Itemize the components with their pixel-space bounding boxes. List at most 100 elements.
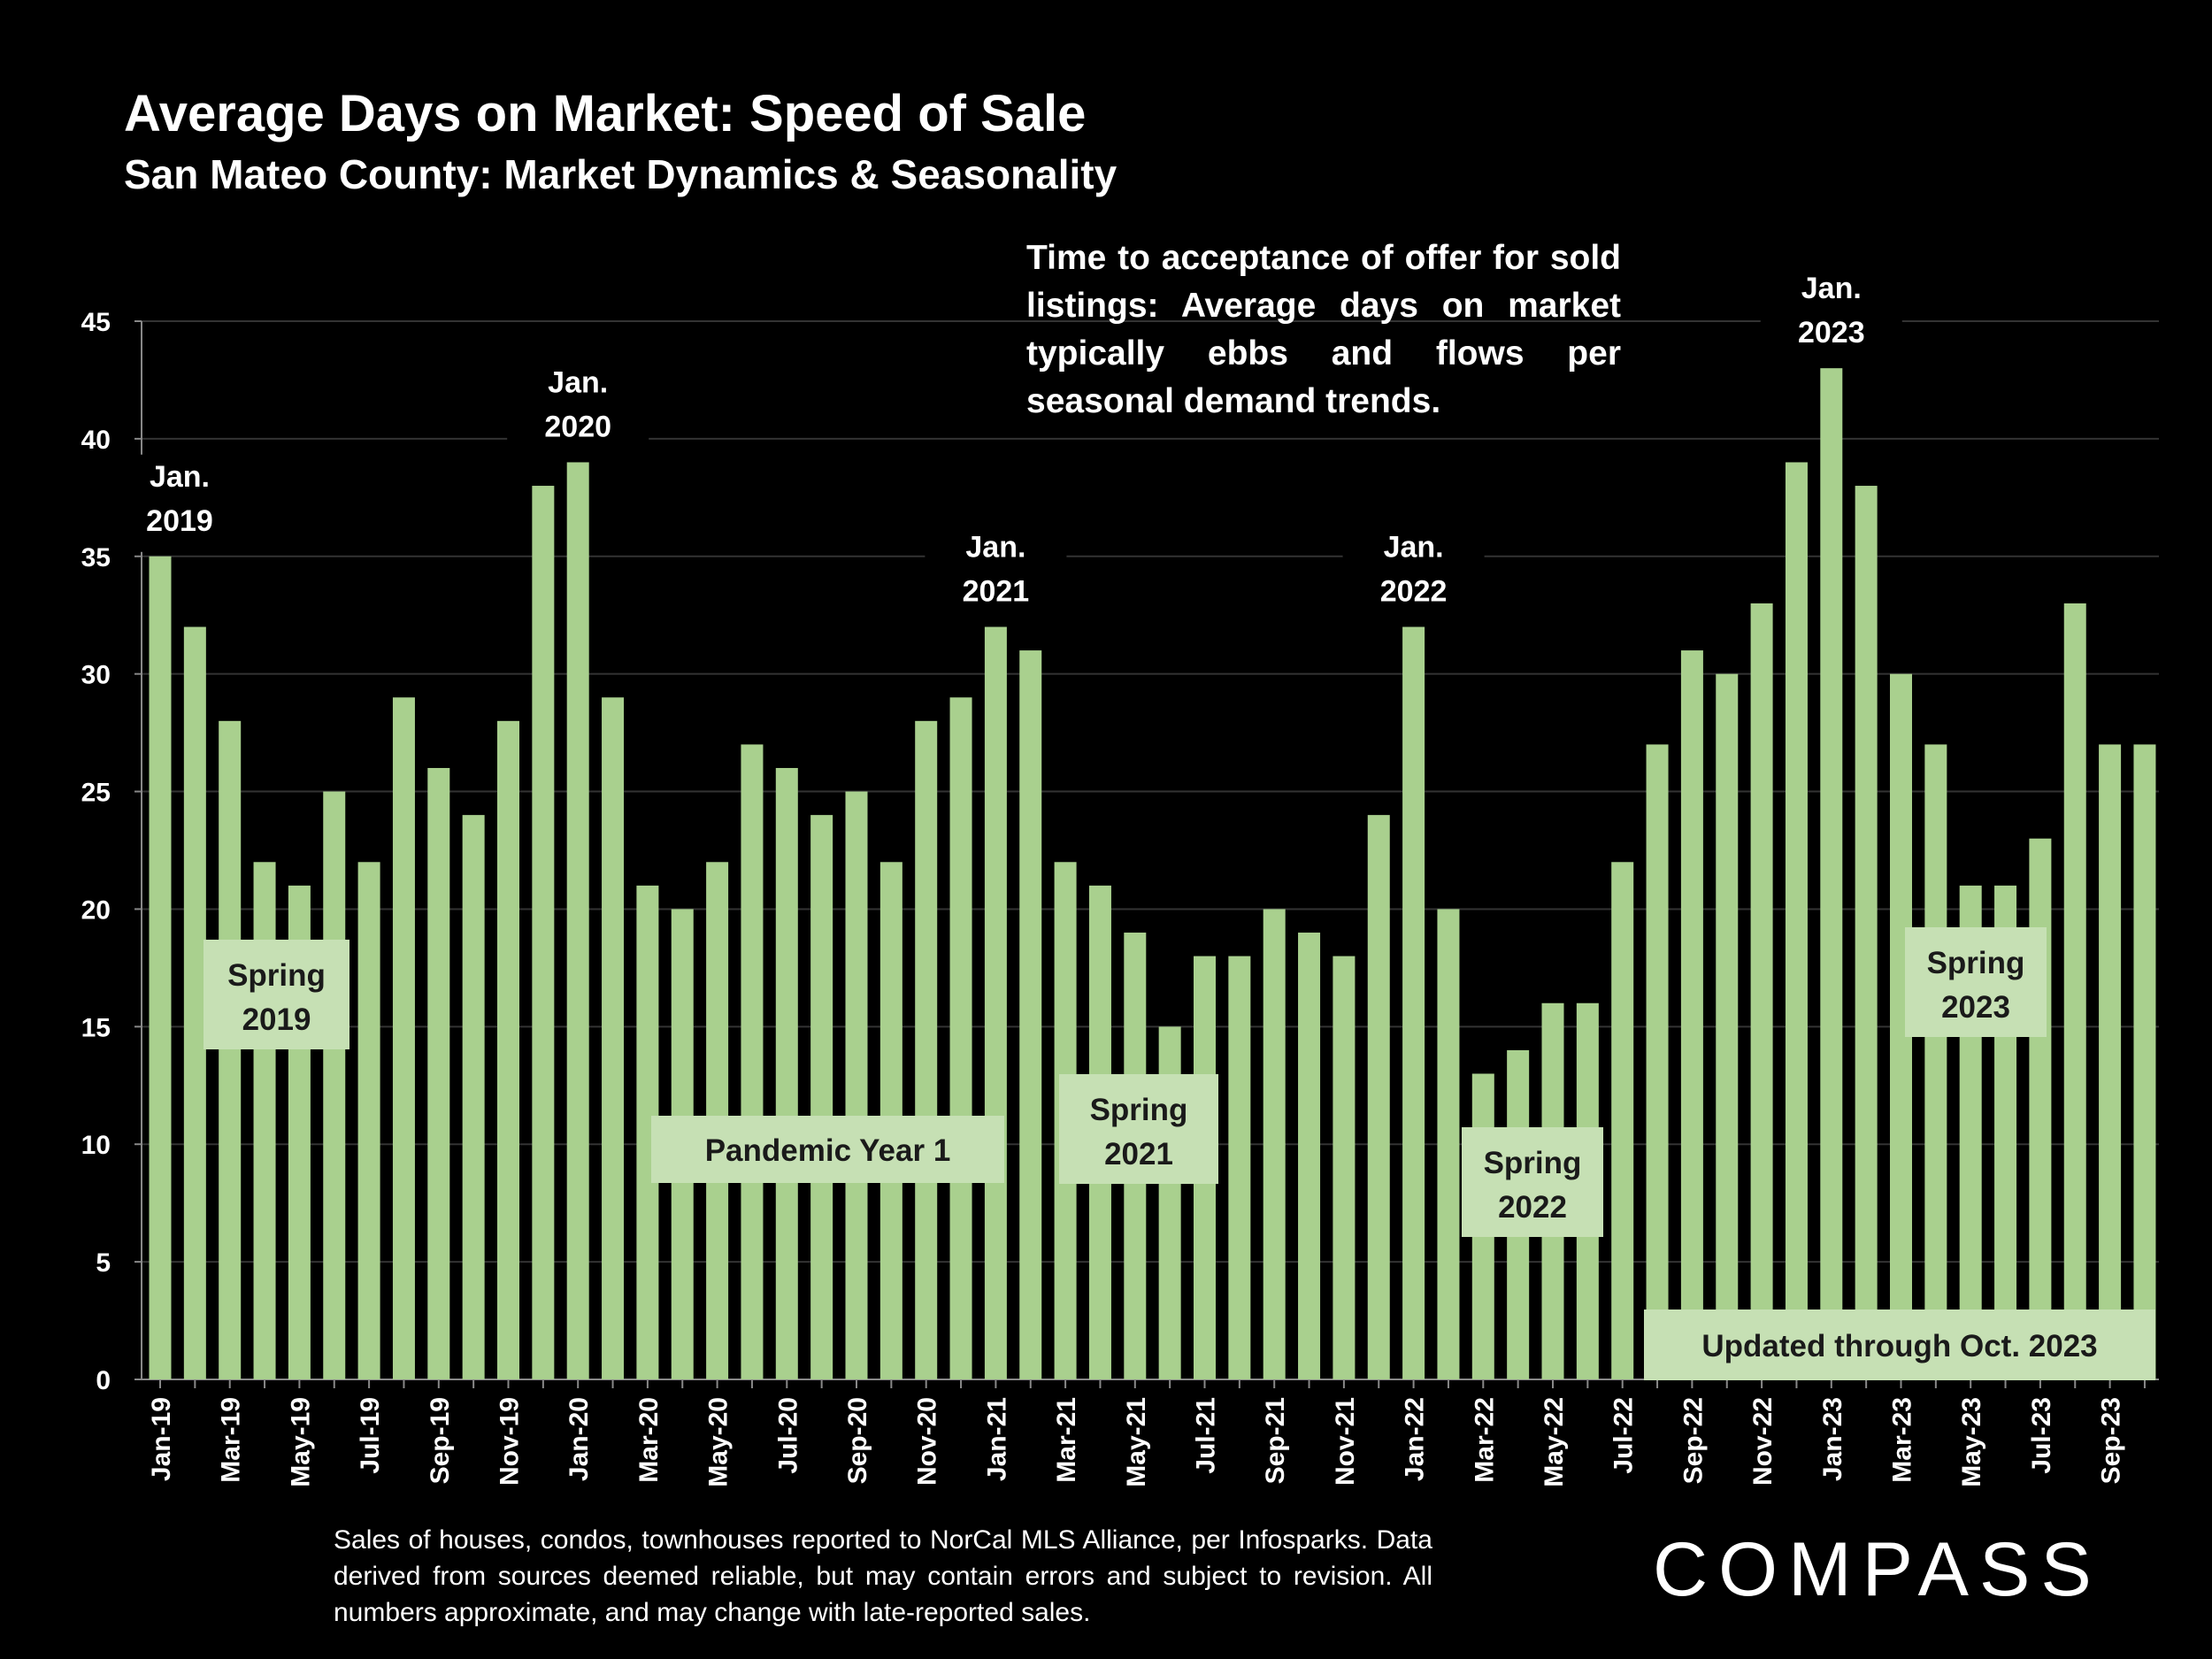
source-footnote: Sales of houses, condos, townhouses repo… [334, 1525, 1432, 1627]
season-box-label: Updated through Oct. 2023 [1701, 1329, 2097, 1363]
x-tick-label: Mar-21 [1052, 1397, 1081, 1483]
x-tick-label: Jul-23 [2027, 1397, 2056, 1474]
bar-Aug-20 [810, 815, 833, 1379]
bar-Sep-21 [1263, 909, 1286, 1379]
x-tick-label: Mar-23 [1888, 1397, 1917, 1483]
chart-note: Time to acceptance of offer for sold lis… [1026, 239, 1621, 420]
bar-Oct-22 [1716, 673, 1739, 1379]
y-tick-label: 35 [81, 543, 111, 572]
x-tick-label: Jul-21 [1192, 1397, 1221, 1474]
season-boxes: Spring 2019 Pandemic Year 1 Spring 2021 Sprin… [204, 927, 2155, 1380]
bar-Mar-19 [219, 720, 242, 1379]
x-tick-label: May-21 [1122, 1397, 1151, 1487]
x-tick-labels: Jan-19 Mar-19 May-19 Jul-19 Sep-19 Nov-19 Jan-… [147, 1397, 2126, 1487]
x-tick-label: May-23 [1957, 1397, 1986, 1487]
peak-label-line2: 2021 [963, 575, 1030, 609]
x-tick-label: Nov-20 [913, 1397, 942, 1486]
bar-Aug-22 [1646, 744, 1669, 1379]
bar-Jul-23 [2029, 838, 2052, 1379]
season-box-line2: 2021 [1104, 1137, 1173, 1171]
bar-Oct-21 [1298, 933, 1321, 1379]
x-tick-label: May-19 [286, 1397, 315, 1487]
bar-Jun-20 [741, 744, 764, 1379]
y-tick-labels: 0 5 10 15 20 25 30 35 40 45 [81, 308, 111, 1395]
season-box [1462, 1127, 1603, 1237]
bar-Dec-19 [532, 486, 555, 1379]
x-tick-label: Mar-22 [1470, 1397, 1499, 1483]
season-box-line2: 2019 [242, 1002, 311, 1037]
x-tick-label: Sep-23 [2097, 1397, 2126, 1484]
x-tick-label: Mar-19 [217, 1397, 246, 1483]
y-tick-label: 5 [96, 1248, 111, 1278]
peak-label-line2: 2019 [146, 504, 213, 538]
bar-Jan-22 [1402, 626, 1425, 1379]
bar-Feb-22 [1437, 909, 1460, 1379]
bar-Sep-22 [1680, 650, 1703, 1379]
bar-Feb-23 [1855, 486, 1878, 1379]
season-box-line1: Spring [1484, 1146, 1582, 1180]
x-tick-label: Nov-22 [1748, 1397, 1778, 1486]
bar-Oct-19 [462, 815, 485, 1379]
peak-label-line1: Jan. [965, 531, 1025, 565]
bar-Sep-23 [2099, 744, 2122, 1379]
bar-Aug-21 [1228, 956, 1251, 1379]
bar-Feb-19 [183, 626, 206, 1379]
x-tick-label: Mar-20 [634, 1397, 664, 1483]
y-tick-label: 0 [96, 1366, 111, 1395]
x-tick-label: Nov-21 [1331, 1397, 1360, 1486]
bar-Jun-19 [323, 791, 346, 1379]
peak-label-line2: 2022 [1380, 575, 1448, 609]
bar-Nov-22 [1750, 603, 1773, 1379]
bar-Nov-19 [497, 720, 519, 1379]
x-tick-label: Jan-21 [982, 1397, 1011, 1481]
x-tick-label: Jan-23 [1818, 1397, 1847, 1481]
peak-label-bg [925, 525, 1067, 623]
x-tick-label: Jul-20 [773, 1397, 803, 1474]
compass-logo: COMPASS [1653, 1527, 2102, 1612]
bar-Sep-20 [845, 791, 868, 1379]
peak-annotations: Jan. 2019 Jan. 2020 Jan. 2021 Jan. 2022 Jan. 2023 [109, 266, 1902, 623]
y-tick-label: 45 [81, 308, 111, 337]
bar-Jan-21 [984, 626, 1007, 1379]
bar-Jul-19 [357, 862, 380, 1379]
season-box [1059, 1074, 1218, 1184]
bar-Sep-19 [427, 767, 450, 1379]
y-tick-label: 20 [81, 895, 111, 925]
bar-Jan-20 [566, 462, 589, 1379]
season-box [204, 940, 349, 1049]
bar-Dec-21 [1367, 815, 1390, 1379]
bar-Apr-19 [253, 862, 276, 1379]
peak-label-line1: Jan. [150, 460, 210, 494]
peak-label-line1: Jan. [548, 365, 608, 399]
bar-Oct-23 [2133, 744, 2156, 1379]
season-box-label: Pandemic Year 1 [705, 1133, 951, 1168]
x-tick-label: Sep-22 [1678, 1397, 1708, 1484]
season-box [1905, 927, 2047, 1037]
x-tick-label: Jan-22 [1401, 1397, 1430, 1481]
bar-Jan-23 [1820, 368, 1843, 1380]
x-tick-label: Sep-19 [426, 1397, 455, 1484]
bar-Jul-22 [1611, 862, 1634, 1379]
peak-label-bg [507, 360, 649, 458]
season-box-line2: 2022 [1498, 1190, 1567, 1225]
peak-label-line1: Jan. [1384, 531, 1444, 565]
y-tick-label: 30 [81, 661, 111, 690]
bar-Feb-20 [602, 697, 625, 1379]
y-tick-label: 25 [81, 779, 111, 808]
bar-Nov-20 [915, 720, 938, 1379]
bar-Jan-19 [149, 556, 172, 1379]
peak-label-line2: 2023 [1798, 316, 1865, 349]
season-box-line2: 2023 [1941, 990, 2010, 1025]
x-tick-label: Jan-20 [565, 1397, 594, 1481]
x-tick-label: Sep-20 [843, 1397, 872, 1484]
x-tick-label: May-20 [704, 1397, 733, 1487]
x-tick-label: Sep-21 [1261, 1397, 1290, 1484]
y-tick-label: 10 [81, 1131, 111, 1160]
bar-Dec-20 [949, 697, 972, 1379]
season-box [651, 1116, 1004, 1183]
bar-Apr-23 [1924, 744, 1947, 1379]
x-tick-label: Jul-19 [356, 1397, 385, 1474]
y-tick-label: 40 [81, 426, 111, 455]
peak-label-bg [1342, 525, 1485, 623]
